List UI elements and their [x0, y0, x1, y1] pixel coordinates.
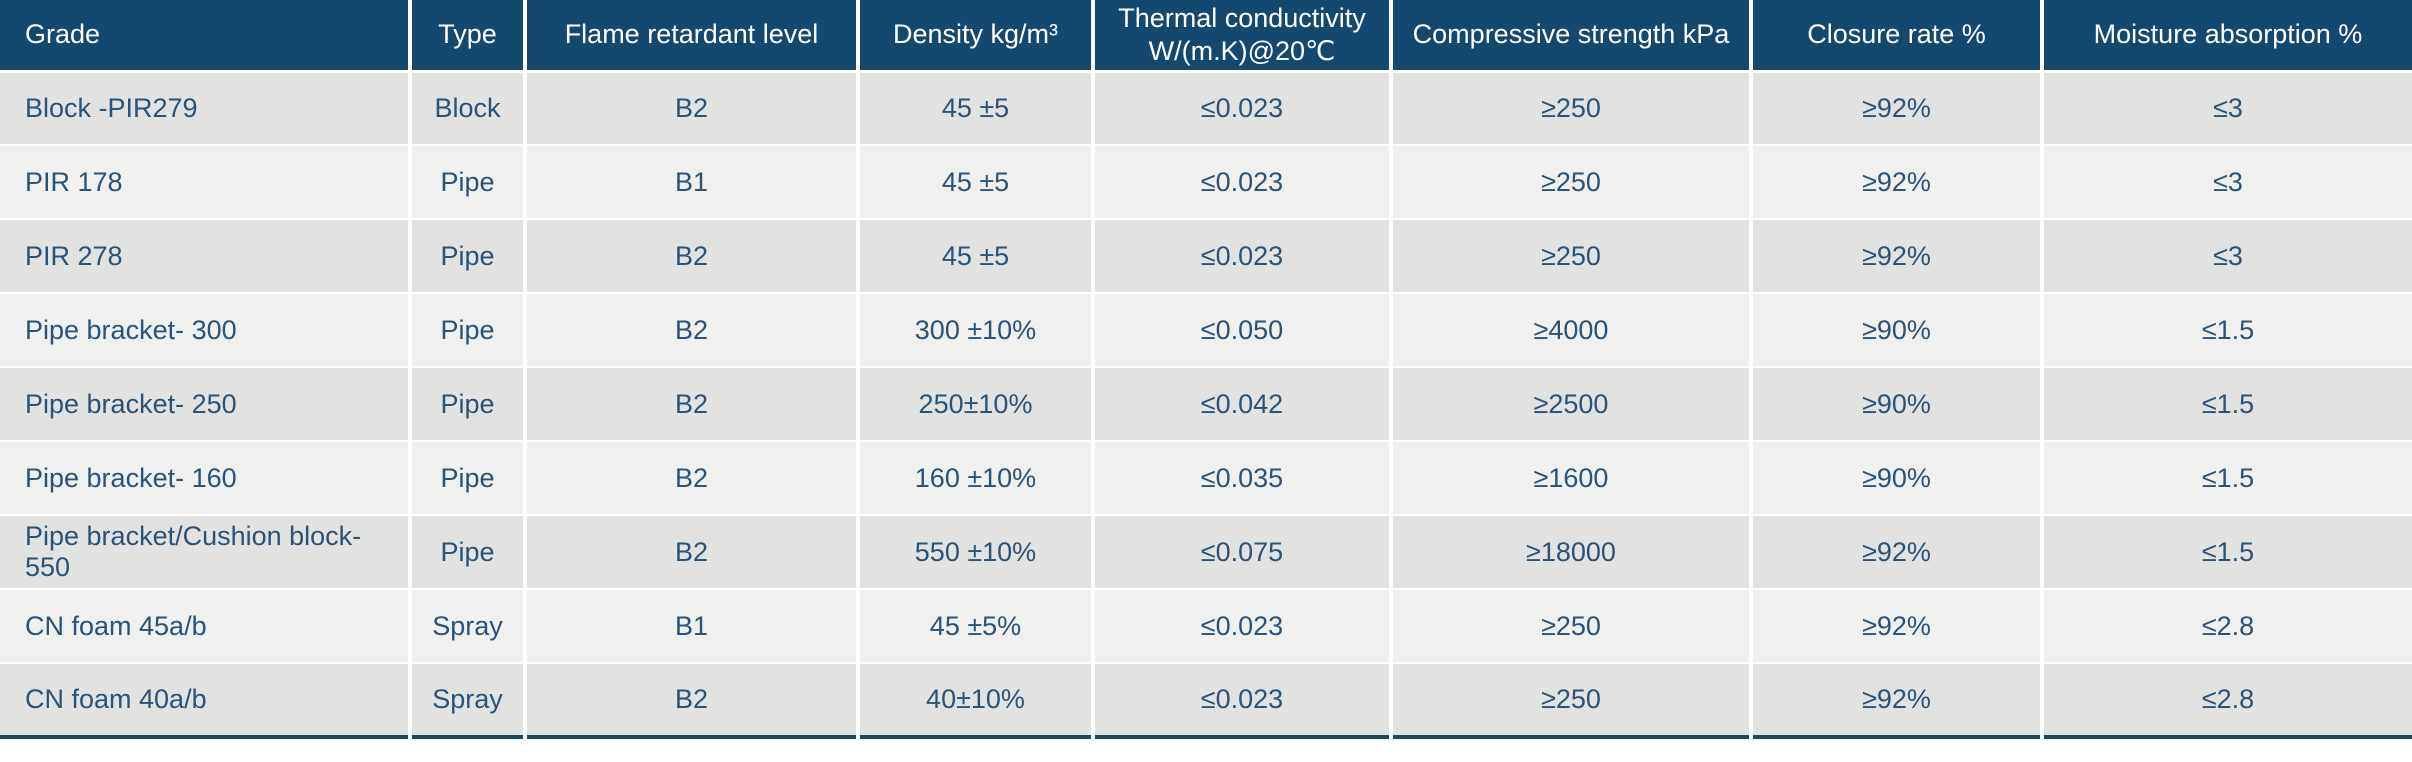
table-row: Pipe bracket- 250 Pipe B2 250±10% ≤0.042 ≥250…	[0, 367, 2412, 442]
table-row: Pipe bracket- 160 Pipe B2 160 ±10% ≤0.035 ≥16…	[0, 441, 2412, 516]
product-spec-table: Grade Type Flame retardant level Density…	[0, 0, 2412, 739]
cell-compressive-strength: ≥18000	[1391, 515, 1753, 590]
cell-grade: CN foam 45a/b	[0, 589, 412, 664]
cell-closure-rate: ≥92%	[1751, 71, 2044, 146]
column-header-flame-retardant-level: Flame retardant level	[525, 0, 860, 73]
column-header-closure-rate: Closure rate %	[1751, 0, 2044, 73]
cell-moisture-absorption: ≤1.5	[2042, 441, 2412, 516]
cell-compressive-strength: ≥2500	[1391, 367, 1753, 442]
cell-moisture-absorption: ≤3	[2042, 219, 2412, 294]
page: Grade Type Flame retardant level Density…	[0, 0, 2412, 739]
cell-thermal-conductivity: ≤0.023	[1093, 71, 1393, 146]
cell-closure-rate: ≥92%	[1751, 663, 2044, 738]
cell-type: Pipe	[410, 515, 527, 590]
cell-moisture-absorption: ≤2.8	[2042, 663, 2412, 738]
cell-thermal-conductivity: ≤0.035	[1093, 441, 1393, 516]
cell-grade: PIR 178	[0, 145, 412, 220]
table-row: Block -PIR279 Block B2 45 ±5 ≤0.023 ≥250 ≥92% ≤…	[0, 71, 2412, 146]
cell-moisture-absorption: ≤3	[2042, 145, 2412, 220]
cell-flame-retardant-level: B2	[525, 663, 860, 738]
cell-flame-retardant-level: B1	[525, 589, 860, 664]
cell-density: 45 ±5	[858, 145, 1095, 220]
column-header-grade: Grade	[0, 0, 412, 73]
cell-density: 160 ±10%	[858, 441, 1095, 516]
cell-grade: PIR 278	[0, 219, 412, 294]
cell-compressive-strength: ≥250	[1391, 71, 1753, 146]
table-row: PIR 278 Pipe B2 45 ±5 ≤0.023 ≥250 ≥92% ≤3	[0, 219, 2412, 294]
cell-flame-retardant-level: B2	[525, 71, 860, 146]
cell-type: Spray	[410, 589, 527, 664]
cell-closure-rate: ≥92%	[1751, 219, 2044, 294]
cell-density: 45 ±5%	[858, 589, 1095, 664]
column-header-type: Type	[410, 0, 527, 73]
cell-grade: Pipe bracket- 160	[0, 441, 412, 516]
table-row: PIR 178 Pipe B1 45 ±5 ≤0.023 ≥250 ≥92% ≤3	[0, 145, 2412, 220]
cell-compressive-strength: ≥250	[1391, 589, 1753, 664]
cell-compressive-strength: ≥250	[1391, 145, 1753, 220]
cell-compressive-strength: ≥1600	[1391, 441, 1753, 516]
cell-closure-rate: ≥92%	[1751, 515, 2044, 590]
cell-grade: Block -PIR279	[0, 71, 412, 146]
cell-thermal-conductivity: ≤0.075	[1093, 515, 1393, 590]
cell-moisture-absorption: ≤1.5	[2042, 293, 2412, 368]
table-row: Pipe bracket/Cushion block- 550 Pipe B2 550…	[0, 515, 2412, 590]
cell-density: 40±10%	[858, 663, 1095, 738]
header-row: Grade Type Flame retardant level Density…	[0, 0, 2412, 73]
cell-moisture-absorption: ≤3	[2042, 71, 2412, 146]
cell-thermal-conductivity: ≤0.023	[1093, 663, 1393, 738]
column-header-compressive-strength: Compressive strength kPa	[1391, 0, 1753, 73]
cell-compressive-strength: ≥250	[1391, 219, 1753, 294]
cell-flame-retardant-level: B2	[525, 441, 860, 516]
cell-flame-retardant-level: B2	[525, 515, 860, 590]
cell-type: Spray	[410, 663, 527, 738]
column-header-moisture-absorption: Moisture absorption %	[2042, 0, 2412, 73]
cell-flame-retardant-level: B2	[525, 219, 860, 294]
cell-density: 550 ±10%	[858, 515, 1095, 590]
cell-density: 45 ±5	[858, 71, 1095, 146]
cell-closure-rate: ≥90%	[1751, 293, 2044, 368]
cell-grade: Pipe bracket- 300	[0, 293, 412, 368]
cell-type: Pipe	[410, 219, 527, 294]
cell-thermal-conductivity: ≤0.050	[1093, 293, 1393, 368]
cell-thermal-conductivity: ≤0.023	[1093, 589, 1393, 664]
table-row: Pipe bracket- 300 Pipe B2 300 ±10% ≤0.050 ≥40…	[0, 293, 2412, 368]
column-header-thermal-conductivity: Thermal conductivity W/(m.K)@20℃	[1093, 0, 1393, 73]
cell-density: 250±10%	[858, 367, 1095, 442]
cell-thermal-conductivity: ≤0.023	[1093, 145, 1393, 220]
cell-closure-rate: ≥90%	[1751, 441, 2044, 516]
cell-type: Pipe	[410, 145, 527, 220]
table-body: Block -PIR279 Block B2 45 ±5 ≤0.023 ≥250 ≥92% ≤…	[0, 71, 2412, 738]
cell-grade: CN foam 40a/b	[0, 663, 412, 738]
cell-moisture-absorption: ≤2.8	[2042, 589, 2412, 664]
cell-closure-rate: ≥92%	[1751, 145, 2044, 220]
cell-thermal-conductivity: ≤0.042	[1093, 367, 1393, 442]
table-header: Grade Type Flame retardant level Density…	[0, 0, 2412, 73]
cell-flame-retardant-level: B1	[525, 145, 860, 220]
cell-type: Pipe	[410, 293, 527, 368]
cell-grade: Pipe bracket- 250	[0, 367, 412, 442]
cell-type: Pipe	[410, 367, 527, 442]
cell-type: Block	[410, 71, 527, 146]
cell-closure-rate: ≥92%	[1751, 589, 2044, 664]
cell-type: Pipe	[410, 441, 527, 516]
cell-flame-retardant-level: B2	[525, 367, 860, 442]
cell-compressive-strength: ≥4000	[1391, 293, 1753, 368]
cell-thermal-conductivity: ≤0.023	[1093, 219, 1393, 294]
cell-flame-retardant-level: B2	[525, 293, 860, 368]
table-row: CN foam 45a/b Spray B1 45 ±5% ≤0.023 ≥250 ≥92%…	[0, 589, 2412, 664]
cell-closure-rate: ≥90%	[1751, 367, 2044, 442]
cell-moisture-absorption: ≤1.5	[2042, 367, 2412, 442]
cell-moisture-absorption: ≤1.5	[2042, 515, 2412, 590]
table-row: CN foam 40a/b Spray B2 40±10% ≤0.023 ≥250 ≥92%…	[0, 663, 2412, 738]
cell-grade: Pipe bracket/Cushion block- 550	[0, 515, 412, 590]
column-header-density: Density kg/m³	[858, 0, 1095, 73]
cell-compressive-strength: ≥250	[1391, 663, 1753, 738]
cell-density: 300 ±10%	[858, 293, 1095, 368]
cell-density: 45 ±5	[858, 219, 1095, 294]
